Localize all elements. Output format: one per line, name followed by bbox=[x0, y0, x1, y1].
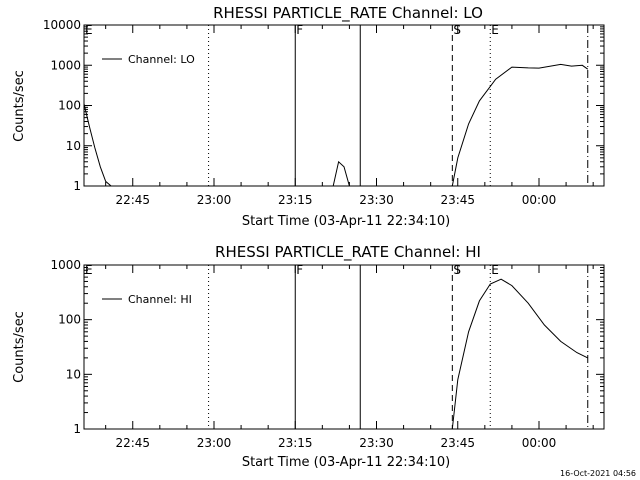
panel-hi-marker-label: S bbox=[453, 263, 461, 277]
panel-lo-xtick-label: 22:45 bbox=[115, 193, 150, 207]
panel-hi-marker-label: E bbox=[85, 263, 93, 277]
panel-lo-ytick-label: 10 bbox=[66, 139, 81, 153]
panel-lo-legend: Channel: LO bbox=[102, 53, 195, 66]
panel-hi-series-line bbox=[451, 278, 589, 430]
panel-hi-marker-label: F bbox=[296, 263, 303, 277]
panel-hi-ytick-label: 1 bbox=[73, 422, 81, 436]
panel-lo-xtick-label: 00:00 bbox=[522, 193, 557, 207]
panel-hi-xtick-label: 23:45 bbox=[440, 436, 475, 450]
panel-hi-plot-frame bbox=[83, 264, 605, 430]
panel-lo-plot-frame bbox=[83, 24, 605, 187]
panel-lo-xtick-label: 23:30 bbox=[359, 193, 394, 207]
panel-lo-marker-label: E bbox=[85, 23, 93, 37]
panel-hi-xtick-label: 23:00 bbox=[197, 436, 232, 450]
panel-hi-marker-label: E bbox=[491, 263, 499, 277]
panel-lo-series-line bbox=[83, 103, 112, 187]
panel-lo: RHESSI PARTICLE_RATE Channel: LO Counts/… bbox=[12, 4, 605, 229]
panel-hi-xtick-label: 23:30 bbox=[359, 436, 394, 450]
panel-hi-legend: Channel: HI bbox=[102, 293, 192, 306]
panel-lo-marker-label: E bbox=[491, 23, 499, 37]
panel-lo-title: RHESSI PARTICLE_RATE Channel: LO bbox=[213, 4, 483, 23]
panel-hi-ytick-label: 100 bbox=[58, 313, 81, 327]
panel-lo-ytick-label: 1 bbox=[73, 179, 81, 193]
panel-lo-xtick-label: 23:00 bbox=[197, 193, 232, 207]
panel-hi-ylabel: Counts/sec bbox=[12, 311, 27, 383]
panel-hi: RHESSI PARTICLE_RATE Channel: HI Counts/… bbox=[12, 243, 605, 470]
panel-lo-ticks: 1 10 100 1000 10000 22:45 23:00 23:15 23:30 23:45… bbox=[43, 18, 604, 207]
panel-lo-ytick-label: 10000 bbox=[43, 18, 81, 32]
panel-hi-xtick-label: 00:00 bbox=[522, 436, 557, 450]
panel-lo-marker-label: S bbox=[453, 23, 461, 37]
panel-lo-ytick-label: 1000 bbox=[50, 58, 81, 72]
panel-lo-ytick-label: 100 bbox=[58, 99, 81, 113]
panel-hi-curves bbox=[451, 278, 589, 430]
panel-lo-marker-label: F bbox=[296, 23, 303, 37]
panel-hi-xlabel: Start Time (03-Apr-11 22:34:10) bbox=[242, 455, 450, 470]
panel-lo-series-line bbox=[332, 160, 350, 187]
panel-lo-ylabel: Counts/sec bbox=[12, 70, 27, 142]
panel-lo-series-line bbox=[451, 63, 589, 187]
panel-hi-ytick-label: 1000 bbox=[50, 258, 81, 272]
panel-hi-legend-label: Channel: HI bbox=[128, 293, 192, 306]
timestamp: 16-Oct-2021 04:56 bbox=[560, 469, 636, 478]
panel-hi-ticks: 1 10 100 1000 22:45 23:00 23:15 23:30 23:45 00:00 bbox=[50, 258, 604, 450]
panel-hi-ytick-label: 10 bbox=[66, 367, 81, 381]
panel-hi-xtick-label: 23:15 bbox=[278, 436, 313, 450]
panel-hi-title: RHESSI PARTICLE_RATE Channel: HI bbox=[215, 243, 481, 262]
panel-lo-xtick-label: 23:15 bbox=[278, 193, 313, 207]
panel-hi-xtick-label: 22:45 bbox=[115, 436, 150, 450]
panel-lo-legend-label: Channel: LO bbox=[128, 53, 195, 66]
panel-lo-xtick-label: 23:45 bbox=[440, 193, 475, 207]
panel-lo-curves bbox=[83, 63, 589, 187]
panel-lo-xlabel: Start Time (03-Apr-11 22:34:10) bbox=[242, 214, 450, 229]
